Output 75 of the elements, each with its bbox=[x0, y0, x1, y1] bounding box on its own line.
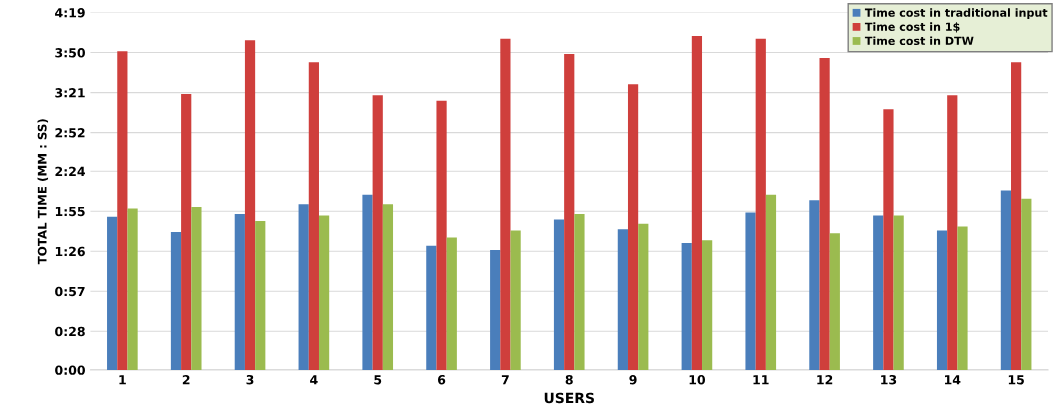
x-tick-label: 1 bbox=[119, 375, 126, 385]
bar bbox=[765, 194, 777, 370]
bar bbox=[553, 219, 565, 370]
y-tick-label: 1:26 bbox=[55, 246, 85, 257]
bar bbox=[809, 200, 820, 370]
bar bbox=[382, 204, 394, 370]
bar bbox=[893, 215, 904, 370]
x-axis-title: USERS bbox=[544, 392, 594, 404]
bar bbox=[446, 237, 457, 370]
y-axis-title: TOTAL TIME (MM : SS) bbox=[37, 119, 49, 265]
bar bbox=[127, 208, 138, 370]
x-tick-label: 13 bbox=[881, 375, 897, 385]
bar bbox=[244, 40, 256, 370]
bar bbox=[574, 214, 585, 370]
x-tick-label: 12 bbox=[817, 375, 833, 385]
bar bbox=[873, 215, 884, 370]
y-tick-label: 3:21 bbox=[55, 88, 85, 98]
bar bbox=[819, 58, 830, 370]
bar bbox=[829, 233, 840, 370]
y-tick-label: 0:00 bbox=[55, 365, 85, 375]
y-tick-label: 1:55 bbox=[55, 206, 85, 217]
bar bbox=[181, 93, 192, 370]
x-tick-label: 7 bbox=[501, 375, 509, 385]
x-tick-label: 14 bbox=[944, 375, 961, 385]
y-tick-label: 0:57 bbox=[55, 286, 85, 297]
bar bbox=[627, 84, 639, 370]
x-tick-label: 15 bbox=[1008, 375, 1024, 385]
bar bbox=[883, 109, 894, 370]
bar bbox=[957, 226, 968, 370]
x-tick-label: 5 bbox=[374, 375, 382, 385]
x-tick-label: 4 bbox=[310, 375, 318, 385]
y-tick-label: 2:52 bbox=[55, 128, 85, 138]
bar bbox=[564, 53, 575, 370]
bar bbox=[755, 38, 766, 370]
y-tick-label: 0:28 bbox=[55, 326, 85, 337]
legend-label: Time cost in 1$ bbox=[864, 22, 960, 33]
x-tick-label: 3 bbox=[246, 375, 254, 385]
y-tick-label: 2:24 bbox=[55, 166, 86, 176]
bar bbox=[947, 95, 958, 370]
bar bbox=[936, 230, 948, 370]
bar bbox=[1000, 190, 1012, 370]
x-tick-label: 10 bbox=[689, 375, 706, 385]
bar bbox=[107, 216, 118, 370]
bar bbox=[426, 245, 437, 370]
bar bbox=[308, 62, 319, 370]
bar bbox=[436, 100, 447, 370]
bar bbox=[490, 249, 501, 370]
bar bbox=[702, 240, 713, 370]
bar bbox=[318, 215, 330, 370]
legend-label: Time cost in DTW bbox=[864, 36, 974, 46]
bar bbox=[234, 214, 245, 370]
x-tick-label: 11 bbox=[753, 375, 769, 385]
bar bbox=[745, 212, 756, 370]
bar bbox=[1011, 62, 1022, 370]
x-tick-label: 8 bbox=[565, 375, 573, 385]
y-tick-label: 4:19 bbox=[55, 8, 85, 18]
x-tick-label: 2 bbox=[182, 375, 190, 385]
bar bbox=[500, 38, 511, 370]
bar bbox=[1021, 198, 1032, 370]
x-tick-label: 6 bbox=[437, 375, 446, 385]
bar bbox=[170, 231, 182, 370]
bar bbox=[372, 95, 383, 370]
bar bbox=[681, 242, 692, 370]
bar bbox=[255, 220, 266, 370]
bar bbox=[191, 207, 202, 370]
bar bbox=[617, 229, 628, 370]
bar bbox=[117, 51, 128, 370]
bar bbox=[638, 223, 649, 370]
x-tick-label: 9 bbox=[629, 375, 637, 385]
bar bbox=[362, 194, 373, 370]
legend-label: Time cost in traditional input bbox=[864, 8, 1048, 19]
bar bbox=[691, 36, 703, 370]
y-tick-label: 3:50 bbox=[55, 48, 85, 58]
bar bbox=[298, 204, 309, 370]
bar bbox=[510, 230, 521, 370]
